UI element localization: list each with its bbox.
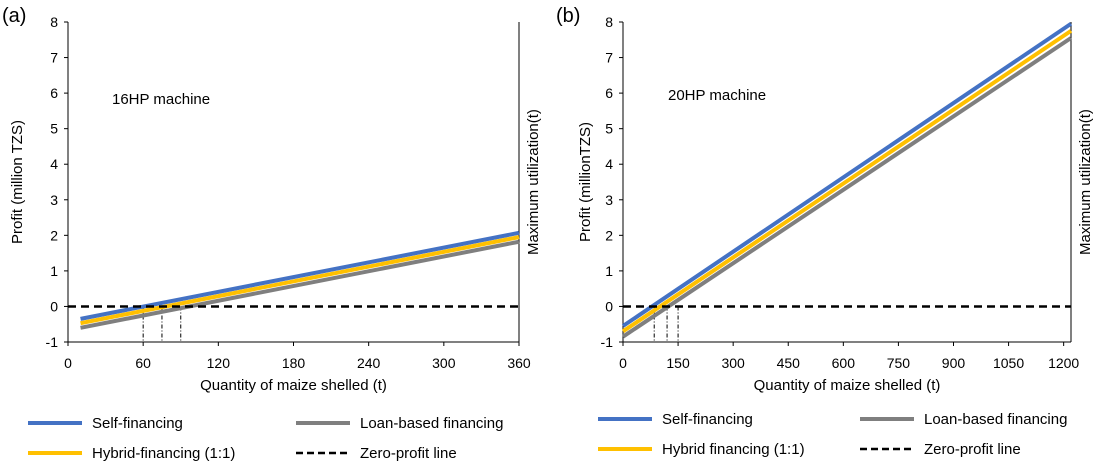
legend-label: Hybrid financing (1:1) [662, 441, 805, 458]
x-tick-label: 60 [135, 355, 151, 371]
y-tick-label: 8 [50, 14, 58, 30]
x-tick-label: 600 [832, 355, 856, 371]
legend-b: Self-financing Loan-based financing Hybrid… [598, 411, 1067, 458]
max-utilization-label: Maximum utilization(t) [525, 109, 542, 255]
x-tick-label: 900 [942, 355, 966, 371]
x-tick-label: 300 [721, 355, 745, 371]
y-tick-label: 3 [605, 192, 613, 208]
x-tick-label: 150 [666, 355, 690, 371]
x-axis-title: Quantity of maize shelled (t) [200, 377, 387, 394]
y-tick-label: 4 [50, 156, 58, 172]
legend-label: Loan-based financing [360, 415, 503, 432]
y-tick-label: 3 [50, 192, 58, 208]
y-tick-label: 8 [605, 14, 613, 30]
y-tick-label: 0 [605, 298, 613, 314]
legend-label: Loan-based financing [924, 411, 1067, 428]
max-utilization-label: Maximum utilization(t) [1077, 109, 1094, 255]
x-tick-label: 300 [432, 355, 456, 371]
y-tick-label: 6 [50, 85, 58, 101]
panel-label: (a) [2, 5, 26, 27]
x-tick-label: 750 [887, 355, 911, 371]
y-tick-label: -1 [46, 334, 59, 350]
y-tick-label: 7 [605, 50, 613, 66]
legend-a: Self-financing Loan-based financing Hybrid… [28, 415, 503, 462]
y-tick-label: 5 [605, 121, 613, 137]
machine-annotation: 16HP machine [112, 91, 210, 108]
x-tick-label: 360 [507, 355, 531, 371]
panel-label: (b) [556, 5, 580, 27]
y-tick-label: 4 [605, 156, 613, 172]
y-axis-title: Profit (millionTZS) [577, 122, 594, 242]
x-tick-label: 1050 [993, 355, 1024, 371]
series-line-loan-based-financing [80, 239, 520, 330]
x-tick-label: 120 [207, 355, 231, 371]
legend-label: Zero-profit line [924, 441, 1021, 458]
y-tick-label: 0 [50, 298, 58, 314]
x-axis-title: Quantity of maize shelled (t) [754, 377, 941, 394]
y-tick-label: 2 [605, 227, 613, 243]
x-tick-label: 240 [357, 355, 381, 371]
x-tick-label: 180 [282, 355, 306, 371]
chart-panel-b: -1 0 1 2 3 4 5 6 7 8 0 150 300 450 600 750 900 1050 1200 (b… [556, 5, 1094, 394]
series-line-self-financing [621, 22, 1073, 328]
legend-label: Self-financing [92, 415, 183, 432]
x-tick-label: 0 [619, 355, 627, 371]
y-tick-label: 5 [50, 121, 58, 137]
y-tick-label: 1 [605, 263, 613, 279]
legend-label: Hybrid-financing (1:1) [92, 445, 235, 462]
series-line-loan-based-financing [621, 36, 1073, 339]
chart-panel-a: -1 0 1 2 3 4 5 6 7 8 0 60 120 180 240 300 360 (a) 16HP mac… [2, 5, 542, 394]
series-line-self-financing [80, 230, 520, 321]
legend-label: Zero-profit line [360, 445, 457, 462]
y-tick-label: 7 [50, 50, 58, 66]
series-line-hybrid-financing-1-1 [621, 29, 1073, 333]
x-tick-label: 450 [777, 355, 801, 371]
y-tick-label: -1 [601, 334, 614, 350]
legend-label: Self-financing [662, 411, 753, 428]
machine-annotation: 20HP machine [668, 87, 766, 104]
series-line-hybrid-financing-1-1 [80, 235, 520, 326]
y-axis-title: Profit (million TZS) [9, 120, 26, 244]
y-tick-label: 2 [50, 227, 58, 243]
x-tick-label: 1200 [1048, 355, 1079, 371]
x-tick-label: 0 [64, 355, 72, 371]
y-tick-label: 1 [50, 263, 58, 279]
y-tick-label: 6 [605, 85, 613, 101]
